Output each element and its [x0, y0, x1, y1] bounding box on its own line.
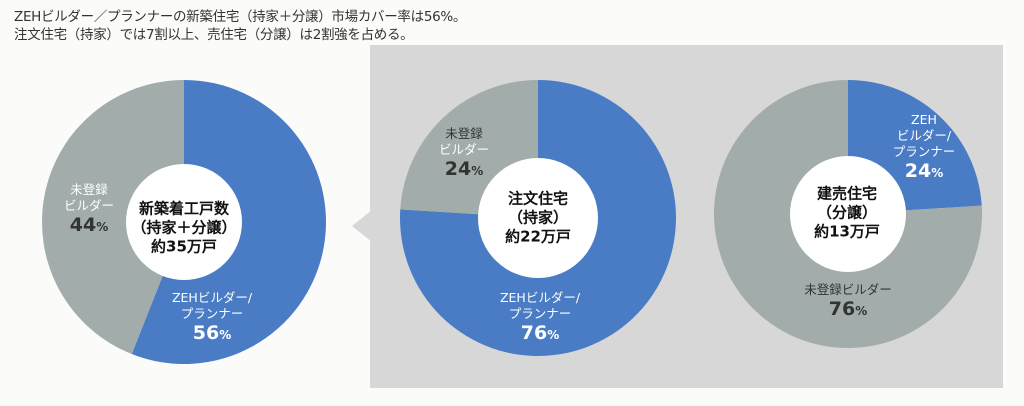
title-line: 新築着工戸数: [138, 199, 230, 218]
label-line: ビルダー: [438, 142, 490, 157]
pct-sign: %: [471, 164, 484, 178]
panel-pointer-arrow: [352, 210, 372, 242]
pct-sign: %: [219, 328, 232, 342]
chart3-donut-hole: [790, 156, 906, 272]
chart3-center-title: 建売住宅 （分譲） 約13万戸: [814, 185, 880, 242]
label-line: プランナー: [892, 144, 956, 159]
pct-value: 44: [69, 214, 97, 236]
label-line: ZEH: [911, 112, 937, 127]
label-line: 未登録: [70, 182, 108, 197]
title-line: 注文住宅: [507, 189, 568, 208]
title-line: 約35万戸: [151, 237, 217, 256]
title-line: （持家）: [507, 208, 568, 227]
pct-value: 24: [444, 158, 472, 180]
label-line: ビルダー/: [896, 128, 952, 143]
label-line: プランナー: [508, 306, 572, 321]
pct-value: 56: [192, 322, 220, 344]
label-line: 未登録ビルダー: [804, 282, 892, 297]
chart1-zeh-label: ZEHビルダー/ プランナー 56%: [172, 290, 252, 346]
label-line: 未登録: [445, 126, 483, 141]
chart1-slice-unregistered: [42, 79, 185, 355]
title-line: （分譲）: [816, 203, 877, 222]
pct-sign: %: [855, 304, 868, 318]
chart2-donut-hole: [478, 158, 598, 278]
label-line: ZEHビルダー/: [171, 290, 253, 305]
label-line: プランナー: [180, 306, 244, 321]
pct-value: 76: [520, 322, 548, 344]
chart3-unregistered-label: 未登録ビルダー 76%: [804, 282, 892, 322]
pct-sign: %: [96, 220, 109, 234]
chart1-center-title: 新築着工戸数 （持家＋分譲） 約35万戸: [131, 200, 236, 257]
chart1-unregistered-label: 未登録 ビルダー 44%: [64, 182, 114, 238]
pct-value: 24: [904, 160, 932, 182]
chart2-center-title: 注文住宅 （持家） 約22万戸: [505, 190, 571, 247]
pct-sign: %: [931, 166, 944, 180]
label-line: ZEHビルダー/: [499, 290, 581, 305]
chart2-unregistered-label: 未登録 ビルダー 24%: [439, 126, 489, 182]
title-line: 約22万戸: [505, 227, 571, 246]
chart2-zeh-label: ZEHビルダー/ プランナー 76%: [500, 290, 580, 346]
title-line: 約13万戸: [814, 222, 880, 241]
chart3-zeh-label: ZEH ビルダー/ プランナー 24%: [893, 112, 956, 184]
headline-line-1: ZEHビルダー／プランナーの新築住宅（持家＋分譲）市場カバー率は56%。: [14, 9, 467, 25]
title-line: （持家＋分譲）: [131, 218, 237, 237]
pct-value: 76: [828, 298, 856, 320]
chart1-donut-hole: [126, 164, 242, 280]
headline-line-2: 注文住宅（持家）では7割以上、売住宅（分譲）は2割強を占める。: [14, 27, 414, 43]
title-line: 建売住宅: [816, 184, 877, 203]
pct-sign: %: [547, 328, 560, 342]
label-line: ビルダー: [63, 198, 115, 213]
